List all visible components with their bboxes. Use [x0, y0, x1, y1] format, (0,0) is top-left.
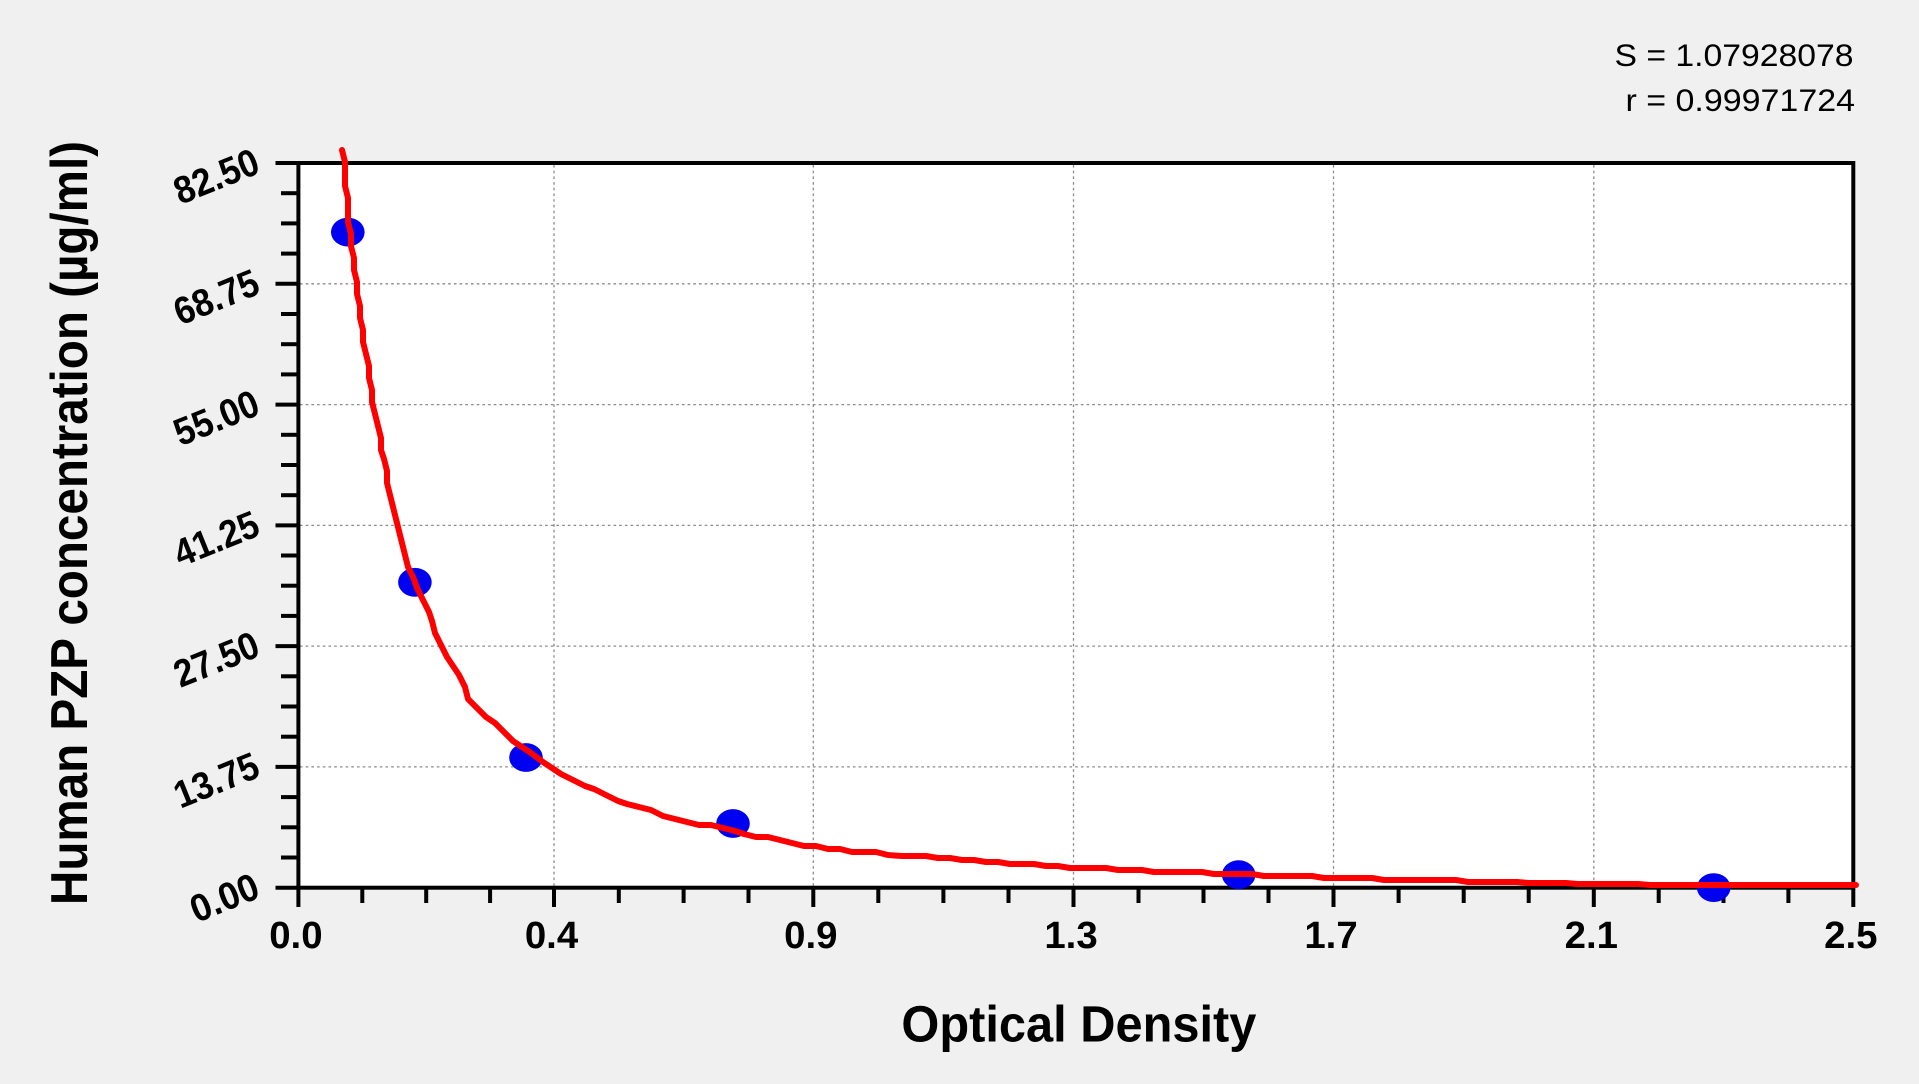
svg-text:0.9: 0.9	[784, 914, 837, 957]
svg-text:2.5: 2.5	[1824, 914, 1877, 957]
svg-text:S = 1.07928078: S = 1.07928078	[1615, 37, 1854, 73]
svg-text:2.1: 2.1	[1565, 914, 1618, 957]
svg-text:Optical Density: Optical Density	[901, 995, 1257, 1052]
svg-text:1.7: 1.7	[1304, 914, 1357, 957]
svg-text:0.4: 0.4	[525, 914, 579, 957]
svg-text:1.3: 1.3	[1044, 914, 1097, 957]
svg-text:r = 0.99971724: r = 0.99971724	[1626, 82, 1856, 118]
svg-text:0.0: 0.0	[269, 914, 322, 957]
svg-text:Human PZP concentration (µg/ml: Human PZP concentration (µg/ml)	[40, 141, 98, 905]
